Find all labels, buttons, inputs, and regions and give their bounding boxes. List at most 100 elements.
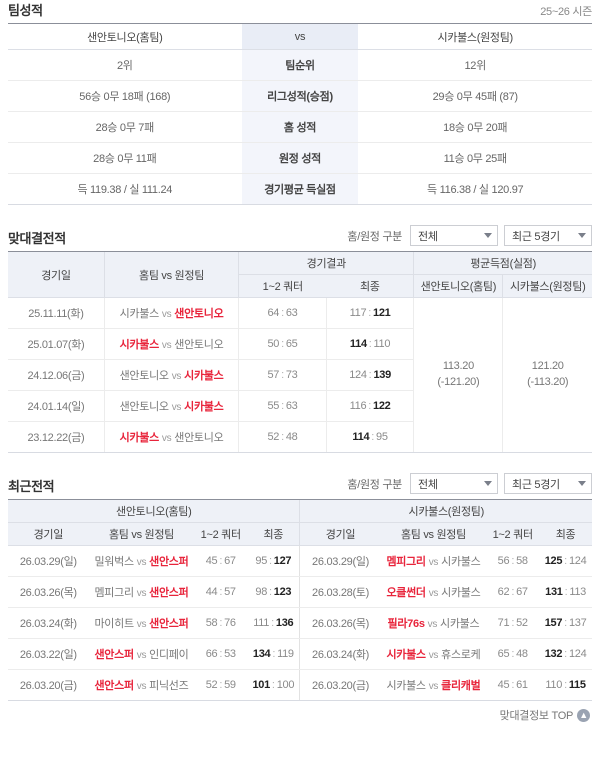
h2h-match: 시카불스 vs 샌안토니오 bbox=[103, 328, 239, 360]
col-recent-group-away: 시카불스(원정팀) bbox=[299, 499, 592, 523]
col-recent-home-final: 최종 bbox=[247, 522, 300, 546]
stat-label: 팀순위 bbox=[241, 49, 359, 81]
h2h-final: 124:139 bbox=[325, 359, 414, 391]
recent-away-match: 멤피그리 vs 시카불스 bbox=[380, 545, 487, 577]
stat-home-value: 28승 0무 7패 bbox=[8, 111, 242, 143]
recent-home-final: 95:127 bbox=[247, 545, 300, 577]
col-away-team: 시카불스(원정팀) bbox=[358, 23, 592, 50]
h2h-date: 24.12.06(금) bbox=[8, 359, 105, 391]
stat-label: 홈 성적 bbox=[241, 111, 359, 143]
away-team-name: 샌안토니오 bbox=[174, 432, 224, 444]
table-row: 26.03.26(목) 멤피그리 vs 샌안스퍼 44:57 98:123 26.03.28… bbox=[8, 576, 592, 608]
stat-label: 리그성적(승점) bbox=[241, 80, 359, 112]
home-team-name: 밀워벅스 bbox=[94, 556, 134, 568]
vs-separator: vs bbox=[427, 619, 438, 630]
recent-home-away-select[interactable]: 전체 bbox=[410, 473, 498, 494]
vs-separator: vs bbox=[136, 681, 147, 692]
stat-away-value: 12위 bbox=[358, 49, 592, 81]
recent-away-final: 125:124 bbox=[539, 545, 592, 577]
quarter-score: 55:63 bbox=[267, 400, 298, 412]
h2h-date: 25.01.07(화) bbox=[8, 328, 105, 360]
table-header-row: 샌안토니오(홈팀) vs 시카불스(원정팀) bbox=[8, 23, 592, 50]
recent-home-quarter: 66:53 bbox=[194, 638, 248, 670]
h2h-quarter: 55:63 bbox=[238, 390, 327, 422]
stat-home-value: 56승 0무 18패 (168) bbox=[8, 80, 242, 112]
home-team-name: 오클썬더 bbox=[386, 587, 426, 599]
recent-away-date: 26.03.29(일) bbox=[299, 545, 381, 577]
table-row: 26.03.29(일) 밀워벅스 vs 샌안스퍼 45:67 95:127 26.03.29… bbox=[8, 545, 592, 577]
head-to-head-body: 25.11.11(화) 시카불스 vs 샌안토니오 64:63 117:121 113.20… bbox=[8, 297, 592, 453]
away-team-name: 시카불스 bbox=[440, 618, 480, 630]
recent-away-match: 필라76s vs 시카불스 bbox=[380, 607, 487, 639]
h2h-recent-select[interactable]: 최근 5경기 bbox=[504, 225, 592, 246]
head-to-head-table: 경기일 홈팀 vs 원정팀 경기결과 평균득점(실점) 1~2 쿼터 최종 샌안… bbox=[8, 251, 592, 453]
table-row: 23.12.22(금) 시카불스 vs 샌안토니오 52:48 114:95 bbox=[8, 421, 592, 453]
top-link-label[interactable]: 맞대결정보 TOP bbox=[499, 710, 574, 722]
recent-table: 샌안토니오(홈팀) 시카불스(원정팀) 경기일 홈팀 vs 원정팀 1~2 쿼터… bbox=[8, 499, 592, 701]
quarter-score: 52:48 bbox=[267, 431, 298, 443]
avg-home-main: 113.20 bbox=[442, 360, 474, 373]
recent-away-final: 110:115 bbox=[539, 669, 592, 701]
recent-count-value: 최근 5경기 bbox=[512, 478, 560, 491]
col-recent-away-final: 최종 bbox=[539, 522, 592, 546]
h2h-avg-home: 113.20 (-121.20) bbox=[413, 297, 503, 453]
home-team-name: 샌안토니오 bbox=[119, 370, 169, 382]
arrow-up-icon[interactable]: ▲ bbox=[577, 708, 590, 722]
season-label: 25~26 시즌 bbox=[540, 6, 592, 18]
quarter-score: 44:57 bbox=[205, 586, 236, 598]
recent-away-date: 26.03.26(목) bbox=[299, 607, 381, 639]
h2h-date: 25.11.11(화) bbox=[8, 297, 105, 329]
quarter-score: 52:59 bbox=[205, 679, 236, 691]
recent-away-date: 26.03.24(화) bbox=[299, 638, 381, 670]
table-row: 26.03.24(화) 마이히트 vs 샌안스퍼 58:76 111:136 26.03.2… bbox=[8, 607, 592, 639]
vs-separator: vs bbox=[136, 650, 147, 661]
quarter-score: 62:67 bbox=[497, 586, 528, 598]
vs-separator: vs bbox=[161, 433, 172, 444]
recent-home-away-value: 전체 bbox=[418, 478, 438, 491]
vs-separator: vs bbox=[136, 588, 147, 599]
h2h-date: 23.12.22(금) bbox=[8, 421, 105, 453]
table-row: 2위 팀순위 12위 bbox=[8, 49, 592, 81]
h2h-home-away-select[interactable]: 전체 bbox=[410, 225, 498, 246]
final-score: 125:124 bbox=[544, 555, 587, 567]
stat-home-value: 28승 0무 11패 bbox=[8, 142, 242, 174]
table-row: 득 119.38 / 실 111.24 경기평균 득실점 득 116.38 / 실 … bbox=[8, 173, 592, 205]
home-team-name: 샌안스퍼 bbox=[94, 680, 134, 692]
away-team-name: 시카불스 bbox=[184, 370, 224, 382]
final-score: 116:122 bbox=[349, 400, 391, 412]
recent-home-match: 마이히트 vs 샌안스퍼 bbox=[88, 607, 195, 639]
recent-home-date: 26.03.20(금) bbox=[8, 669, 89, 701]
recent-home-match: 멤피그리 vs 샌안스퍼 bbox=[88, 576, 195, 608]
table-row: 25.11.11(화) 시카불스 vs 샌안토니오 64:63 117:121 113.20… bbox=[8, 297, 592, 453]
recent-home-final: 111:136 bbox=[247, 607, 300, 639]
quarter-score: 45:61 bbox=[497, 679, 528, 691]
h2h-match: 샌안토니오 vs 시카불스 bbox=[103, 359, 239, 391]
chevron-down-icon bbox=[484, 233, 492, 238]
col-h2h-result-group: 경기결과 bbox=[238, 251, 414, 275]
col-recent-home-quarter: 1~2 쿼터 bbox=[194, 522, 248, 546]
recent-home-match: 샌안스퍼 vs 인디페이 bbox=[88, 638, 195, 670]
home-team-name: 시카불스 bbox=[386, 680, 426, 692]
recent-count-select[interactable]: 최근 5경기 bbox=[504, 473, 592, 494]
recent-away-final: 132:124 bbox=[539, 638, 592, 670]
col-h2h-match: 홈팀 vs 원정팀 bbox=[103, 251, 239, 298]
away-team-name: 샌안토니오 bbox=[174, 308, 224, 320]
stat-home-value: 득 119.38 / 실 111.24 bbox=[8, 173, 242, 205]
col-h2h-avg-away: 시카불스(원정팀) bbox=[502, 274, 592, 298]
col-h2h-final: 최종 bbox=[326, 274, 414, 298]
home-team-name: 멤피그리 bbox=[386, 556, 426, 568]
h2h-final: 116:122 bbox=[325, 390, 414, 422]
away-team-name: 시카불스 bbox=[184, 401, 224, 413]
final-score: 95:127 bbox=[255, 555, 292, 567]
recent-home-quarter: 44:57 bbox=[194, 576, 248, 608]
chevron-down-icon bbox=[578, 481, 586, 486]
recent-body: 26.03.29(일) 밀워벅스 vs 샌안스퍼 45:67 95:127 26.03.29… bbox=[8, 545, 592, 701]
table-header-row-2: 1~2 쿼터 최종 샌안토니오(홈팀) 시카불스(원정팀) bbox=[8, 274, 592, 298]
stat-label: 원정 성적 bbox=[241, 142, 359, 174]
stat-away-value: 18승 0무 20패 bbox=[358, 111, 592, 143]
head-to-head-header: 맞대결전적 홈/원정 구분 전체 최근 5경기 bbox=[8, 225, 592, 251]
away-team-name: 샌안스퍼 bbox=[149, 618, 189, 630]
team-stats-body: 2위 팀순위 12위 56승 0무 18패 (168) 리그성적(승점) 29승 0무 4… bbox=[8, 49, 592, 205]
final-score: 98:123 bbox=[255, 586, 292, 598]
final-score: 131:113 bbox=[545, 586, 586, 598]
